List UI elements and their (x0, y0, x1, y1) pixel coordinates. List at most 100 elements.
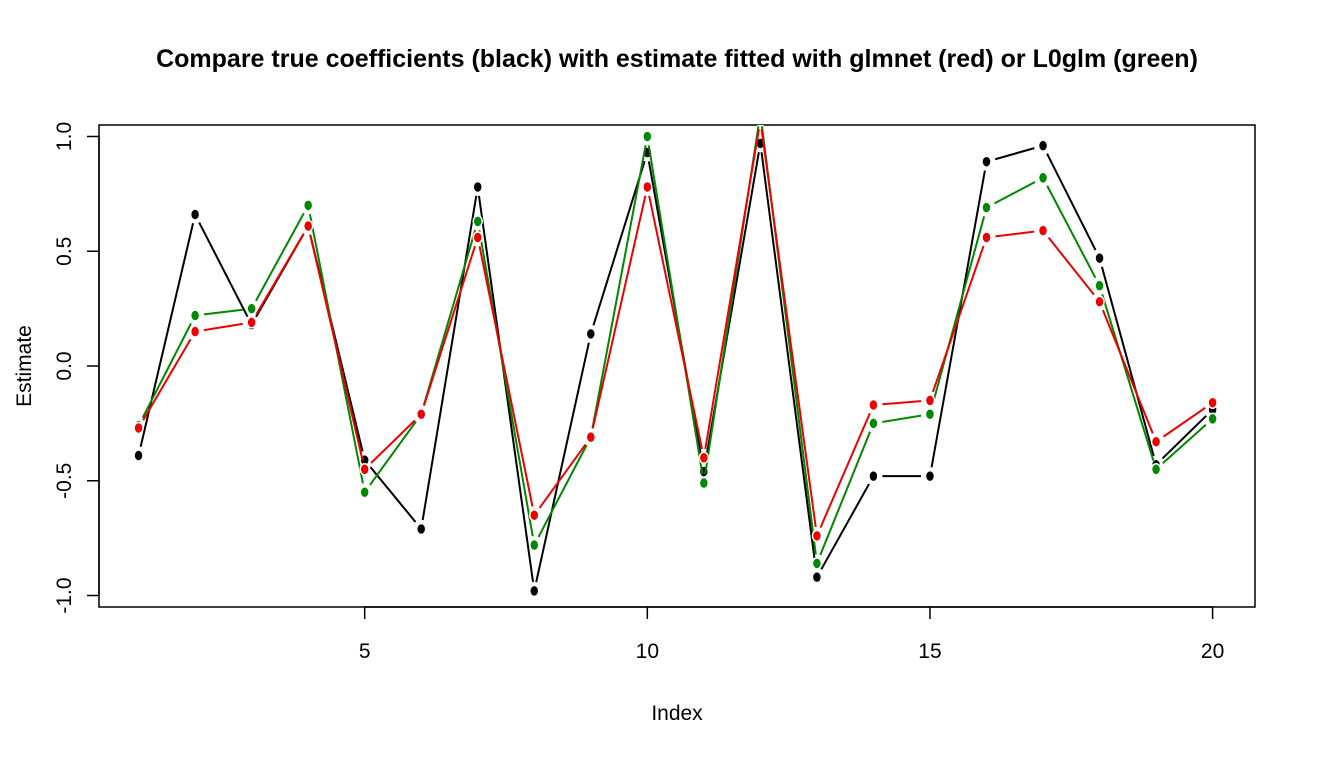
series-segment (819, 431, 871, 556)
data-point (189, 309, 201, 322)
data-point (246, 302, 257, 315)
series-segment (309, 234, 364, 461)
data-point (756, 125, 764, 127)
x-tick-label: 5 (359, 640, 371, 663)
series-segment (648, 195, 703, 450)
series-segment (535, 342, 590, 583)
data-point (472, 215, 483, 228)
data-point (868, 398, 879, 412)
data-point (756, 108, 765, 119)
series-segment (255, 212, 305, 302)
series-segment (760, 152, 817, 569)
series-segment (591, 195, 647, 429)
data-point (133, 421, 144, 435)
data-point (642, 130, 653, 143)
y-tick-label: 1.0 (53, 122, 76, 151)
y-tick-label: -1.0 (53, 577, 76, 613)
data-point (302, 199, 314, 212)
data-point (1150, 435, 1162, 448)
data-point (1207, 412, 1218, 426)
data-point (302, 219, 314, 233)
chart-title: Compare true coefficients (black) with e… (156, 45, 1198, 73)
series-3 (133, 125, 1218, 543)
series-segment (994, 147, 1035, 161)
series-segment (203, 322, 243, 332)
series-segment (478, 246, 534, 507)
y-axis: -1.0 -0.5 0.0 0.5 1.0 (53, 122, 100, 614)
data-point (1094, 251, 1105, 265)
data-point (1207, 396, 1218, 409)
series-segment (647, 145, 704, 475)
x-tick-label: 10 (636, 640, 659, 663)
series-segment (422, 245, 476, 406)
series-segment (993, 181, 1036, 205)
data-point (1094, 279, 1105, 292)
data-point (868, 417, 879, 430)
series-segment (1100, 266, 1155, 457)
data-point (868, 469, 879, 483)
series-segment (591, 145, 647, 429)
y-tick-label: 0.5 (53, 237, 76, 266)
series-1 (133, 137, 1218, 598)
series-segment (1046, 153, 1097, 251)
x-tick-label: 20 (1201, 640, 1224, 663)
data-point (585, 430, 597, 444)
data-point (133, 449, 144, 462)
data-point (359, 485, 370, 499)
data-point (981, 201, 992, 214)
series-segment (931, 245, 985, 393)
series-segment (369, 420, 417, 486)
series-segment (538, 443, 587, 509)
data-point (415, 522, 427, 536)
series-2 (133, 108, 1218, 570)
series-group (133, 108, 1218, 598)
series-segment (1162, 407, 1206, 438)
data-point (189, 325, 201, 338)
data-point (246, 316, 257, 329)
data-point (1037, 224, 1049, 237)
data-point (529, 508, 540, 522)
data-point (1094, 295, 1105, 308)
series-segment (478, 230, 534, 537)
series-segment (142, 338, 192, 421)
series-segment (760, 129, 817, 528)
data-point (698, 476, 710, 490)
data-point (1037, 139, 1049, 152)
data-point (924, 394, 936, 407)
data-point (415, 407, 427, 421)
series-segment (820, 483, 870, 570)
data-point (1037, 171, 1049, 185)
x-axis: 5 10 15 20 (359, 606, 1224, 663)
series-segment (882, 414, 922, 423)
series-segment (141, 323, 192, 419)
series-segment (1047, 237, 1095, 296)
data-point (359, 463, 370, 476)
series-segment (1101, 293, 1155, 461)
series-segment (203, 308, 243, 316)
data-point (529, 584, 540, 598)
series-segment (592, 160, 646, 326)
series-segment (704, 129, 760, 450)
data-point (642, 180, 653, 194)
series-segment (1101, 309, 1154, 434)
data-point (981, 231, 992, 244)
series-segment (819, 412, 871, 528)
x-axis-label: Index (651, 702, 703, 725)
plot-frame (98, 124, 1256, 608)
data-point (811, 529, 823, 543)
data-point (472, 180, 483, 194)
data-point (811, 570, 823, 584)
series-segment (931, 216, 986, 406)
series-segment (198, 222, 249, 318)
series-segment (370, 419, 416, 464)
series-segment (255, 233, 305, 316)
data-point (698, 451, 710, 465)
y-tick-label: 0.0 (53, 351, 76, 380)
series-segment (369, 466, 417, 523)
y-axis-label: Estimate (13, 325, 36, 407)
data-point (529, 538, 540, 552)
series-segment (421, 195, 478, 521)
y-tick-label: -0.5 (53, 463, 76, 499)
data-point (924, 469, 936, 483)
